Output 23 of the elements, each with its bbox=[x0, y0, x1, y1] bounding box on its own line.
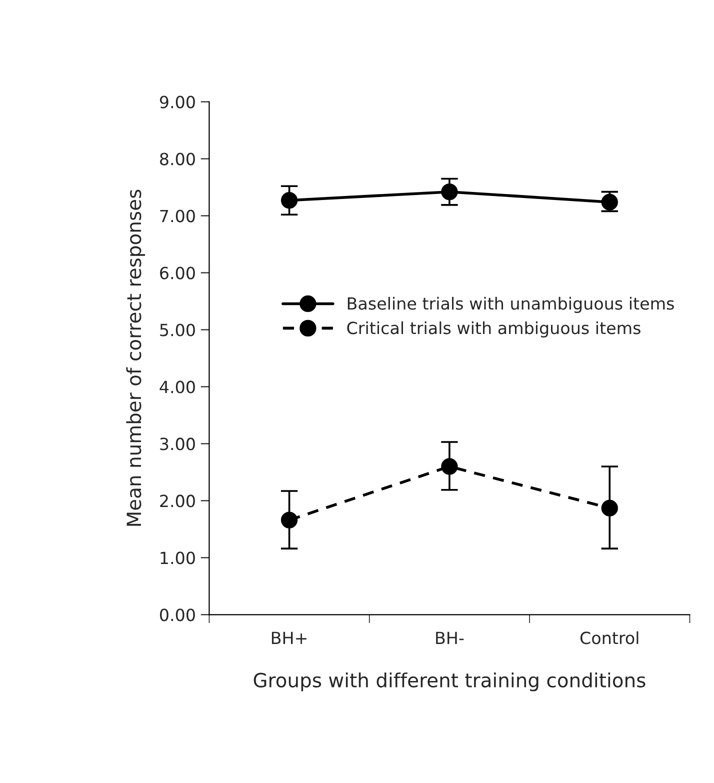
y-tick-label: 2.00 bbox=[160, 494, 195, 508]
legend-label: Baseline trials with unambiguous items bbox=[348, 296, 674, 314]
y-tick-label: 7.00 bbox=[160, 210, 195, 222]
x-tick-label: BH+ bbox=[272, 632, 306, 644]
y-tick-label: 3.00 bbox=[160, 438, 195, 450]
y-tick-label: 9.00 bbox=[160, 96, 195, 108]
x-axis-title: Groups with different training conditions bbox=[254, 672, 646, 692]
y-tick-label: 8.00 bbox=[160, 152, 195, 166]
point bbox=[441, 183, 458, 200]
y-axis-title: Mean number of correct responses bbox=[126, 190, 146, 526]
point bbox=[280, 512, 298, 528]
point bbox=[601, 194, 618, 210]
y-tick-label: 4.00 bbox=[160, 380, 195, 394]
point bbox=[441, 458, 458, 475]
point bbox=[280, 192, 298, 209]
x-tick-label: Control bbox=[580, 631, 638, 644]
y-tick-label: 6.00 bbox=[160, 266, 195, 280]
legend-label: Critical trials with ambiguous items bbox=[347, 321, 640, 338]
y-tick-label: 5.00 bbox=[160, 324, 195, 336]
point bbox=[601, 500, 618, 516]
y-tick-label: 0.00 bbox=[160, 608, 195, 622]
x-tick-label: BH- bbox=[436, 632, 464, 644]
y-tick-label: 1.00 bbox=[160, 552, 195, 564]
